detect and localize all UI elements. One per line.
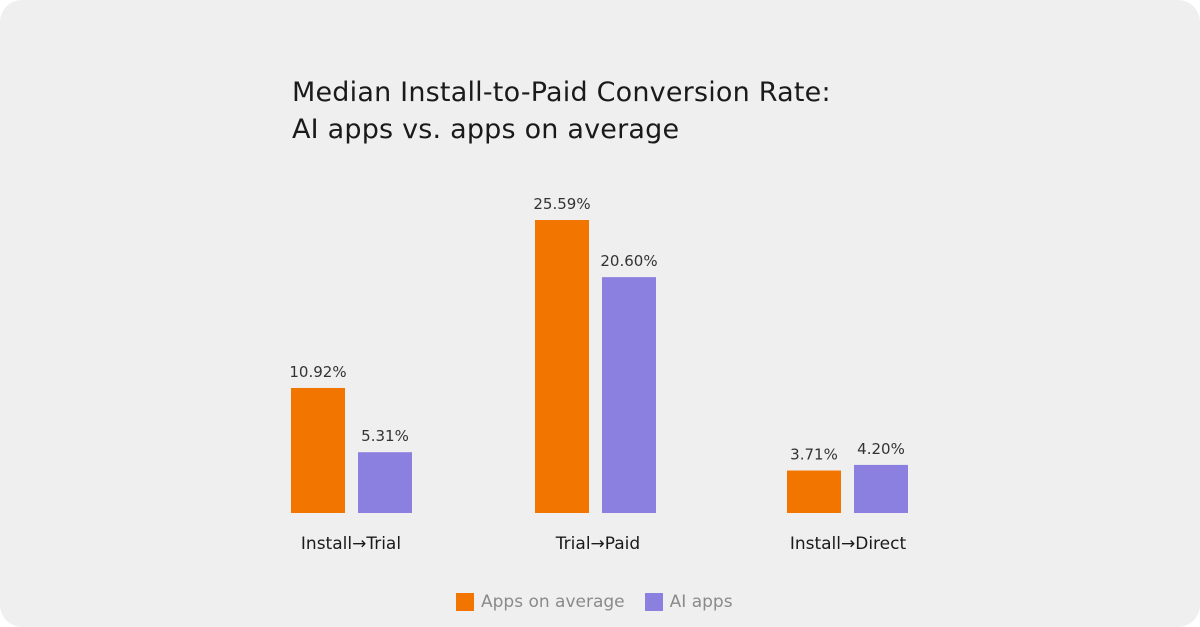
- legend-item-apps-on-average: Apps on average: [456, 592, 625, 612]
- chart-legend: Apps on average AI apps: [456, 592, 753, 612]
- data-label-trial-paid-apps-on-average: 25.59%: [533, 195, 590, 213]
- legend-item-ai-apps: AI apps: [644, 592, 733, 612]
- bar-install-trial-ai-apps: [358, 452, 412, 513]
- data-label-install-trial-ai-apps: 5.31%: [361, 427, 409, 445]
- data-label-install-direct-apps-on-average: 3.71%: [790, 446, 838, 464]
- chart-title-line-2: AI apps vs. apps on average: [292, 114, 680, 145]
- data-label-trial-paid-ai-apps: 20.60%: [600, 252, 657, 270]
- data-label-install-direct-ai-apps: 4.20%: [857, 440, 905, 458]
- bar-trial-paid-apps-on-average: [535, 220, 589, 513]
- chart-title-line-1: Median Install-to-Paid Conversion Rate:: [292, 77, 831, 108]
- legend-swatch-ai-apps: [644, 593, 663, 611]
- bar-install-trial-apps-on-average: [291, 387, 345, 513]
- bar-install-direct-apps-on-average: [787, 470, 841, 513]
- data-label-install-trial-apps-on-average: 10.92%: [289, 363, 346, 381]
- category-label-trial-paid: Trial→Paid: [555, 534, 640, 554]
- legend-label-apps-on-average: Apps on average: [481, 592, 625, 612]
- chart-title: Median Install-to-Paid Conversion Rate: …: [292, 74, 831, 148]
- bar-install-direct-ai-apps: [854, 464, 908, 513]
- legend-label-ai-apps: AI apps: [669, 592, 733, 612]
- bar-trial-paid-ai-apps: [602, 277, 656, 513]
- category-label-install-direct: Install→Direct: [790, 534, 907, 554]
- category-label-install-trial: Install→Trial: [301, 534, 401, 554]
- legend-swatch-apps-on-average: [456, 593, 474, 611]
